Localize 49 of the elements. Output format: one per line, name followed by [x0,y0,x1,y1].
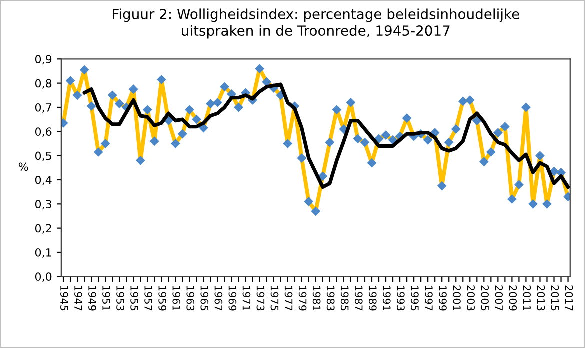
x-tick-label: 2009 [509,286,518,311]
x-tick-label: 2001 [453,286,461,311]
y-tick-label: 0,5 [35,152,52,162]
y-tick-label: 0,7 [35,103,52,114]
x-tick-label: 1973 [256,286,265,311]
x-tick-label: 1999 [439,286,447,311]
y-tick-label: 0,3 [35,200,52,210]
x-tick-label: 1979 [298,286,307,311]
x-tick-label: 1989 [368,286,377,311]
x-tick-label: 2013 [537,286,546,311]
x-tick-label: 1967 [214,286,223,311]
y-tick-label: 0,9 [35,55,52,65]
y-tick-label: 0,1 [35,248,52,258]
x-tick-label: 2015 [551,286,560,311]
y-tick-label: 0,2 [35,224,52,234]
x-tick-label: 1947 [74,286,82,311]
x-tick-label: 1961 [172,286,181,311]
x-tick-label: 1957 [144,286,153,311]
x-tick-label: 1945 [60,286,68,311]
chart-title: Figuur 2: Wolligheidsindex: percentage beleidsinhoudelijke uitspraken in de Troonrede, 1945-2017 [113,8,520,39]
x-tick-label: 1975 [270,286,279,311]
x-tick-label: 2011 [523,286,532,311]
x-tick-label: 1977 [284,286,293,311]
x-tick-label: 2017 [565,286,574,311]
x-tick-label: 1971 [242,286,251,311]
x-tick-label: 1985 [340,286,349,311]
x-tick-label: 2003 [467,286,475,311]
y-axis-title: % [18,162,28,172]
x-tick-label: 1949 [88,286,96,311]
x-tick-label: 2007 [495,286,504,311]
x-tick-label: 1965 [200,286,209,311]
x-tick-label: 1963 [186,286,195,311]
y-tick-label: 0,0 [35,272,52,282]
x-tick-label: 1955 [130,286,138,311]
x-tick-label: 1953 [116,286,124,311]
x-tick-label: 1983 [326,286,335,311]
x-tick-label: 1993 [397,286,405,311]
y-tick-label: 0,4 [35,176,52,186]
x-tick-label: 1959 [158,286,167,311]
x-tick-label: 1987 [354,286,363,311]
y-tick-label: 0,6 [35,128,52,138]
x-tick-label: 1981 [312,286,321,311]
y-tick-label: 0,8 [35,79,52,89]
x-tick-label: 2005 [481,286,490,311]
x-tick-label: 1995 [411,286,419,311]
x-tick-label: 1997 [425,286,433,311]
x-tick-label: 1969 [228,286,237,311]
x-tick-label: 1991 [382,286,391,311]
x-tick-label: 1951 [102,286,110,311]
